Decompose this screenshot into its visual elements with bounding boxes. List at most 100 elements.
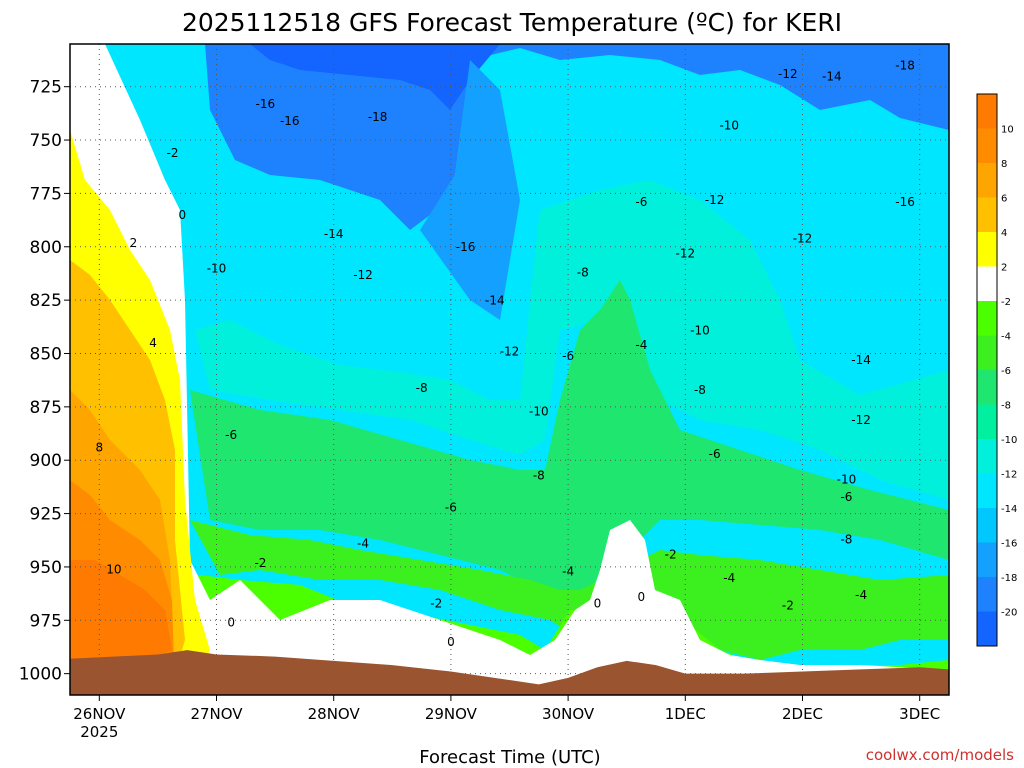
colorbar: 10 8 6 4 2 -2 -4 -6 -8 -10 -12 -14 -16 -18 -20 <box>976 93 1017 647</box>
y-tick-label: 875 <box>30 398 62 418</box>
y-tick-label: 725 <box>30 78 62 98</box>
x-tick-label: 1DEC <box>665 705 706 723</box>
chart-title: 2025112518 GFS Forecast Temperature (ºC)… <box>182 8 842 37</box>
contour-label: 2 <box>130 236 138 250</box>
x-tick-label: 26NOV <box>73 705 126 723</box>
contour-label: -8 <box>840 532 852 546</box>
contour-label: -8 <box>416 381 428 395</box>
region-top-coldest <box>250 44 500 110</box>
colorbar-bin <box>977 404 997 440</box>
colorbar-bin <box>977 370 997 405</box>
y-tick-label: 825 <box>30 291 62 311</box>
colorbar-label: -20 <box>1001 608 1017 619</box>
contour-label: -10 <box>690 323 710 337</box>
colorbar-bin <box>977 508 997 543</box>
contour-label: -16 <box>895 195 915 209</box>
colorbar-bin <box>977 335 997 371</box>
x-tick-label: 30NOV <box>542 705 595 723</box>
colorbar-bin <box>977 611 997 647</box>
contour-label: -8 <box>533 468 545 482</box>
contour-label: -6 <box>225 428 237 442</box>
colorbar-label: 8 <box>1001 159 1007 170</box>
colorbar-bin <box>977 128 997 164</box>
contour-label: -12 <box>793 232 813 246</box>
contour-label: -4 <box>562 564 574 578</box>
contour-label: -4 <box>635 338 647 352</box>
contour-label: -10 <box>207 261 227 275</box>
contour-label: -2 <box>167 146 179 160</box>
contour-label: 10 <box>106 562 121 576</box>
x-tick-label: 2DEC <box>782 705 823 723</box>
colorbar-bin <box>977 232 997 267</box>
contour-label: -4 <box>357 537 369 551</box>
colorbar-label: 2 <box>1001 263 1007 274</box>
colorbar-label: 6 <box>1001 194 1007 205</box>
contour-label: -10 <box>837 473 857 487</box>
x-tick-label: 29NOV <box>425 705 478 723</box>
y-tick-label: 1000 <box>19 665 62 685</box>
contour-label: -2 <box>430 596 442 610</box>
colorbar-bin <box>977 266 997 302</box>
contour-label: -12 <box>353 268 373 282</box>
colorbar-label: -18 <box>1001 573 1017 584</box>
gridlines <box>70 44 949 695</box>
contour-label: -4 <box>855 588 867 602</box>
y-tick-label: 775 <box>30 184 62 204</box>
contour-label: -2 <box>782 599 794 613</box>
plot-frame <box>69 43 950 696</box>
colorbar-bin <box>977 577 997 612</box>
colorbar-label: -12 <box>1001 470 1017 481</box>
contour-label: -2 <box>254 556 266 570</box>
x-tick-label: 28NOV <box>308 705 361 723</box>
contour-label: -12 <box>778 67 798 81</box>
y-tick-label: 750 <box>30 131 62 151</box>
x-tick-sublabel: 2025 <box>80 723 118 741</box>
contour-label: 0 <box>447 635 455 649</box>
contour-label: 0 <box>178 208 186 222</box>
contour-label: -10 <box>719 118 739 132</box>
contour-label: -18 <box>368 110 388 124</box>
colorbar-frame <box>976 93 998 647</box>
region-blue-mid <box>420 60 520 320</box>
colorbar-bin <box>977 301 997 336</box>
contour-label: -6 <box>840 490 852 504</box>
x-axis-label: Forecast Time (UTC) <box>419 747 600 768</box>
colorbar-label: -16 <box>1001 539 1017 550</box>
colorbar-bin <box>977 542 997 578</box>
credit-link[interactable]: coolwx.com/models <box>866 746 1014 764</box>
y-axis-ticks: 725 750 775 800 825 850 875 900 925 950 975 1000 <box>19 78 70 685</box>
y-tick-label: 800 <box>30 238 62 258</box>
contour-label: -12 <box>851 413 871 427</box>
y-tick-label: 925 <box>30 505 62 525</box>
colorbar-bin <box>977 473 997 509</box>
contour-label: -10 <box>529 404 549 418</box>
contour-label: -14 <box>851 353 871 367</box>
contour-label: -16 <box>256 97 276 111</box>
contour-label: -8 <box>694 383 706 397</box>
y-tick-label: 850 <box>30 344 62 364</box>
colorbar-bin <box>977 163 997 198</box>
contour-label: -12 <box>500 345 520 359</box>
colorbar-label: -10 <box>1001 435 1017 446</box>
contour-label: -16 <box>280 114 300 128</box>
colorbar-bin <box>977 439 997 474</box>
colorbar-label: -4 <box>1001 332 1011 343</box>
contour-label: 4 <box>149 336 157 350</box>
contour-label: -6 <box>445 500 457 514</box>
colorbar-label: -14 <box>1001 504 1017 515</box>
colorbar-bin <box>977 94 997 129</box>
colorbar-label: 10 <box>1001 125 1014 136</box>
colorbar-label: 4 <box>1001 228 1007 239</box>
colorbar-bin <box>977 197 997 233</box>
colorbar-label: -6 <box>1001 366 1011 377</box>
colorbar-label: -8 <box>1001 401 1011 412</box>
region-cyan <box>195 180 949 500</box>
colorbar-label: -2 <box>1001 297 1011 308</box>
contour-label: -12 <box>705 193 725 207</box>
contour-label: 0 <box>594 596 602 610</box>
region-upper-cold <box>205 44 949 230</box>
contour-label: -16 <box>456 240 476 254</box>
region-green-mid <box>190 280 949 600</box>
